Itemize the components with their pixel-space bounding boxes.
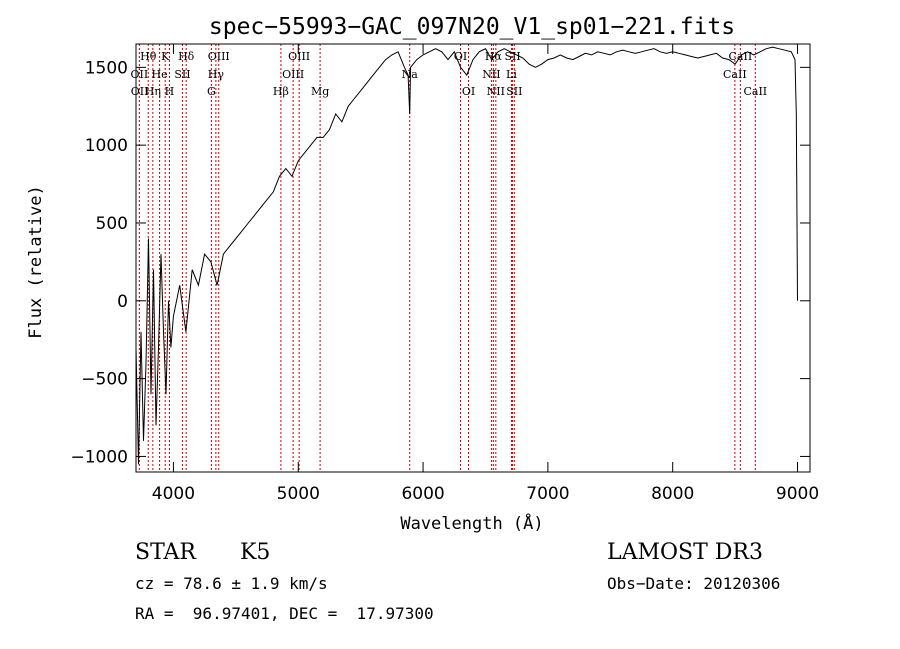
object-class: STAR [135, 540, 196, 565]
x-axis-label: Wavelength (Å) [400, 512, 543, 534]
line-label-10: He [152, 68, 168, 81]
line-label-15: Li [506, 68, 517, 81]
y-tick-label-5: 1500 [85, 58, 128, 78]
line-label-18: Hη [145, 85, 161, 98]
object-subclass: K5 [240, 540, 271, 565]
coordinates-text: RA = 96.97401, DEC = 17.97300 [135, 604, 434, 623]
redshift-text: cz = 78.6 ± 1.9 km/s [135, 574, 328, 593]
line-label-3: OIII [208, 50, 230, 63]
y-tick-label-3: 500 [96, 214, 128, 234]
line-label-17: OII [131, 85, 149, 98]
x-tick-label-0: 4000 [152, 484, 195, 504]
survey-name: LAMOST DR3 [607, 540, 763, 565]
line-label-7: SII [504, 50, 520, 63]
line-label-12: Hγ [208, 68, 225, 81]
x-tick-label-2: 6000 [401, 484, 444, 504]
line-label-11: SII [174, 68, 190, 81]
x-tick-label-3: 7000 [526, 484, 569, 504]
line-label-0: Hθ [140, 50, 157, 63]
line-label-19: H [165, 85, 175, 98]
y-tick-label-1: −500 [81, 370, 128, 390]
emission-line-markers [138, 44, 756, 472]
line-label-22: Mg [311, 85, 329, 98]
y-tick-label-2: 0 [117, 292, 128, 312]
line-label-26: CaII [743, 85, 767, 98]
line-label-13: OIII [282, 68, 304, 81]
line-label-20: G [207, 85, 216, 98]
line-label-21: Hβ [273, 85, 289, 98]
x-tick-label-1: 5000 [277, 484, 320, 504]
plot-frame [135, 43, 811, 473]
line-label-14: NII [482, 68, 500, 81]
chart-title: spec−55993−GAC_097N20_V1_sp01−221.fits [209, 14, 735, 40]
line-label-4: OIII [288, 50, 310, 63]
flux-series-line [135, 46, 798, 465]
y-tick-label-4: 1000 [85, 136, 128, 156]
line-label-2: Hδ [178, 50, 195, 63]
y-axis-label: Flux (relative) [26, 185, 46, 339]
line-label-25: SII [506, 85, 522, 98]
x-tick-label-5: 9000 [776, 484, 819, 504]
line-label-9: OII [131, 68, 149, 81]
line-label-23: OI [462, 85, 475, 98]
y-tick-label-0: −1000 [70, 447, 128, 467]
y-axis-ticks: −1000 −500 0 500 1000 1500 [70, 58, 810, 467]
line-label-16: CaII [723, 68, 747, 81]
x-tick-label-4: 8000 [651, 484, 694, 504]
x-axis-ticks: 4000 5000 6000 7000 8000 9000 [152, 44, 819, 504]
line-label-24: NII [487, 85, 505, 98]
line-label-1: K [161, 50, 170, 63]
observation-date: Obs−Date: 20120306 [607, 574, 781, 593]
